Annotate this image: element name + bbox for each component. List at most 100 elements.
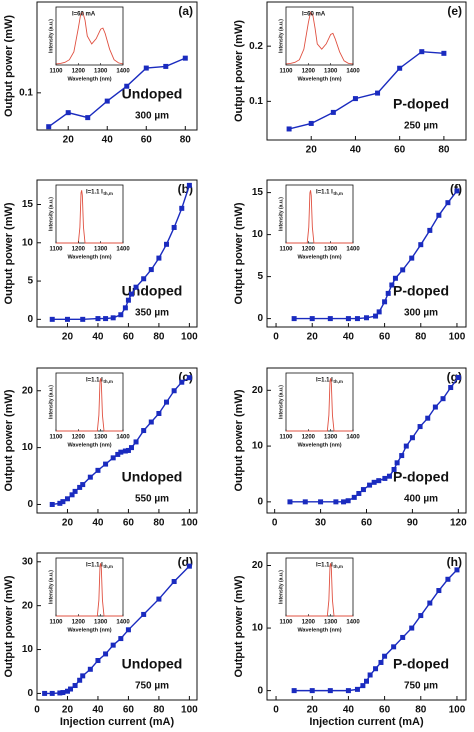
- inset-x-axis-label: Wavelength (nm): [67, 254, 111, 260]
- inset-frame: [55, 557, 124, 617]
- inset-x-tick-label: 1200: [72, 620, 86, 626]
- inset-x-tick-label: 1400: [116, 247, 130, 253]
- inset-x-tick-label: 1400: [116, 69, 130, 75]
- inset-x-tick-label: 1200: [302, 247, 316, 253]
- y-tick-label: 0.1: [249, 96, 263, 107]
- data-point: [382, 653, 388, 659]
- doping-label: P-doped: [393, 656, 449, 672]
- data-point: [291, 688, 297, 694]
- y-axis-label: Output power (mW): [3, 575, 15, 677]
- inset-x-tick-label: 1400: [346, 247, 360, 253]
- data-point: [57, 500, 63, 506]
- data-point: [291, 316, 297, 322]
- inset-x-tick-label: 1100: [49, 69, 63, 75]
- data-point: [125, 447, 131, 453]
- data-point: [164, 399, 170, 405]
- data-point: [287, 499, 293, 505]
- inset-y-axis-label: Intensity (a.u.): [278, 197, 284, 231]
- y-tick-label: 0: [257, 496, 263, 507]
- doping-label: Undoped: [122, 656, 183, 672]
- data-point: [122, 305, 128, 311]
- data-point: [436, 212, 442, 218]
- data-point: [417, 424, 423, 430]
- data-point: [345, 316, 351, 322]
- data-point: [72, 683, 78, 689]
- inset-x-tick-label: 1100: [49, 247, 63, 253]
- length-label: 400 µm: [404, 494, 438, 505]
- data-point: [186, 563, 192, 569]
- data-point: [64, 688, 70, 694]
- data-point: [156, 255, 162, 261]
- data-point: [341, 499, 347, 505]
- inset-label: I=60 mA: [302, 12, 326, 18]
- y-tick-label: 5: [257, 271, 263, 282]
- doping-label: P-doped: [393, 96, 449, 112]
- inset-label: I=1.1 I: [86, 563, 103, 569]
- y-tick-label: 0: [257, 685, 263, 696]
- inset-label-subscript: th,m: [103, 379, 113, 384]
- data-point: [143, 65, 149, 71]
- y-tick-label: 0: [257, 313, 263, 324]
- data-point: [128, 291, 134, 297]
- doping-label: P-doped: [393, 283, 449, 299]
- data-point: [308, 120, 314, 126]
- data-point: [403, 443, 409, 449]
- x-tick-label: 80: [180, 135, 192, 146]
- y-axis-label: Output power (mW): [3, 15, 15, 117]
- plot-frame: [36, 1, 198, 131]
- panel-label: (g): [447, 370, 462, 384]
- inset-x-tick-label: 1100: [279, 435, 293, 441]
- inset-x-tick-label: 1300: [94, 620, 108, 626]
- data-point: [448, 385, 454, 391]
- data-point: [409, 625, 415, 631]
- x-tick-label: 40: [92, 518, 104, 529]
- length-label: 350 µm: [135, 308, 169, 319]
- x-tick-label: 80: [438, 145, 450, 156]
- inset-label: I=60 mA: [72, 12, 96, 18]
- data-point: [80, 316, 86, 322]
- data-point: [80, 482, 86, 488]
- data-point: [148, 419, 154, 425]
- data-point: [49, 690, 55, 696]
- data-point: [427, 227, 433, 233]
- y-axis-label: Output power (mW): [3, 202, 15, 304]
- data-point: [49, 316, 55, 322]
- spectrum-line: [286, 378, 353, 432]
- x-axis-label: Injection current (mA): [60, 716, 175, 728]
- inset-x-tick-label: 1200: [302, 435, 316, 441]
- inset-label: I=1.1 I: [86, 190, 103, 196]
- data-point: [441, 50, 447, 56]
- data-point: [356, 490, 362, 496]
- data-point: [85, 115, 91, 121]
- data-point: [454, 567, 460, 573]
- inset-label-subscript: th,m: [333, 191, 343, 196]
- x-tick-label: 0: [34, 705, 40, 716]
- doping-label: Undoped: [122, 469, 183, 485]
- data-point: [80, 673, 86, 679]
- x-tick-label: 100: [181, 518, 198, 529]
- y-tick-label: 20: [252, 385, 264, 396]
- inset-x-tick-label: 1200: [302, 620, 316, 626]
- data-point: [399, 453, 405, 459]
- data-point: [391, 644, 397, 650]
- inset-x-tick-label: 1100: [279, 620, 293, 626]
- data-point: [60, 690, 66, 696]
- data-point: [69, 492, 75, 498]
- data-point: [327, 316, 333, 322]
- data-point: [373, 313, 379, 319]
- data-point: [141, 428, 147, 434]
- data-point: [46, 124, 52, 130]
- plot-frame: [36, 552, 198, 701]
- x-tick-label: 100: [449, 332, 466, 343]
- inset-x-tick-label: 1300: [324, 247, 338, 253]
- data-point: [375, 90, 381, 96]
- x-tick-label: 80: [153, 705, 165, 716]
- data-point: [103, 316, 109, 322]
- inset-label-subscript: th,m: [103, 564, 113, 569]
- inset-y-axis-label: Intensity (a.u.): [278, 570, 284, 604]
- data-point: [333, 499, 339, 505]
- length-label: 300 µm: [404, 308, 438, 319]
- x-tick-label: 40: [350, 145, 362, 156]
- x-tick-label: 20: [62, 518, 74, 529]
- y-tick-label: 10: [22, 442, 34, 453]
